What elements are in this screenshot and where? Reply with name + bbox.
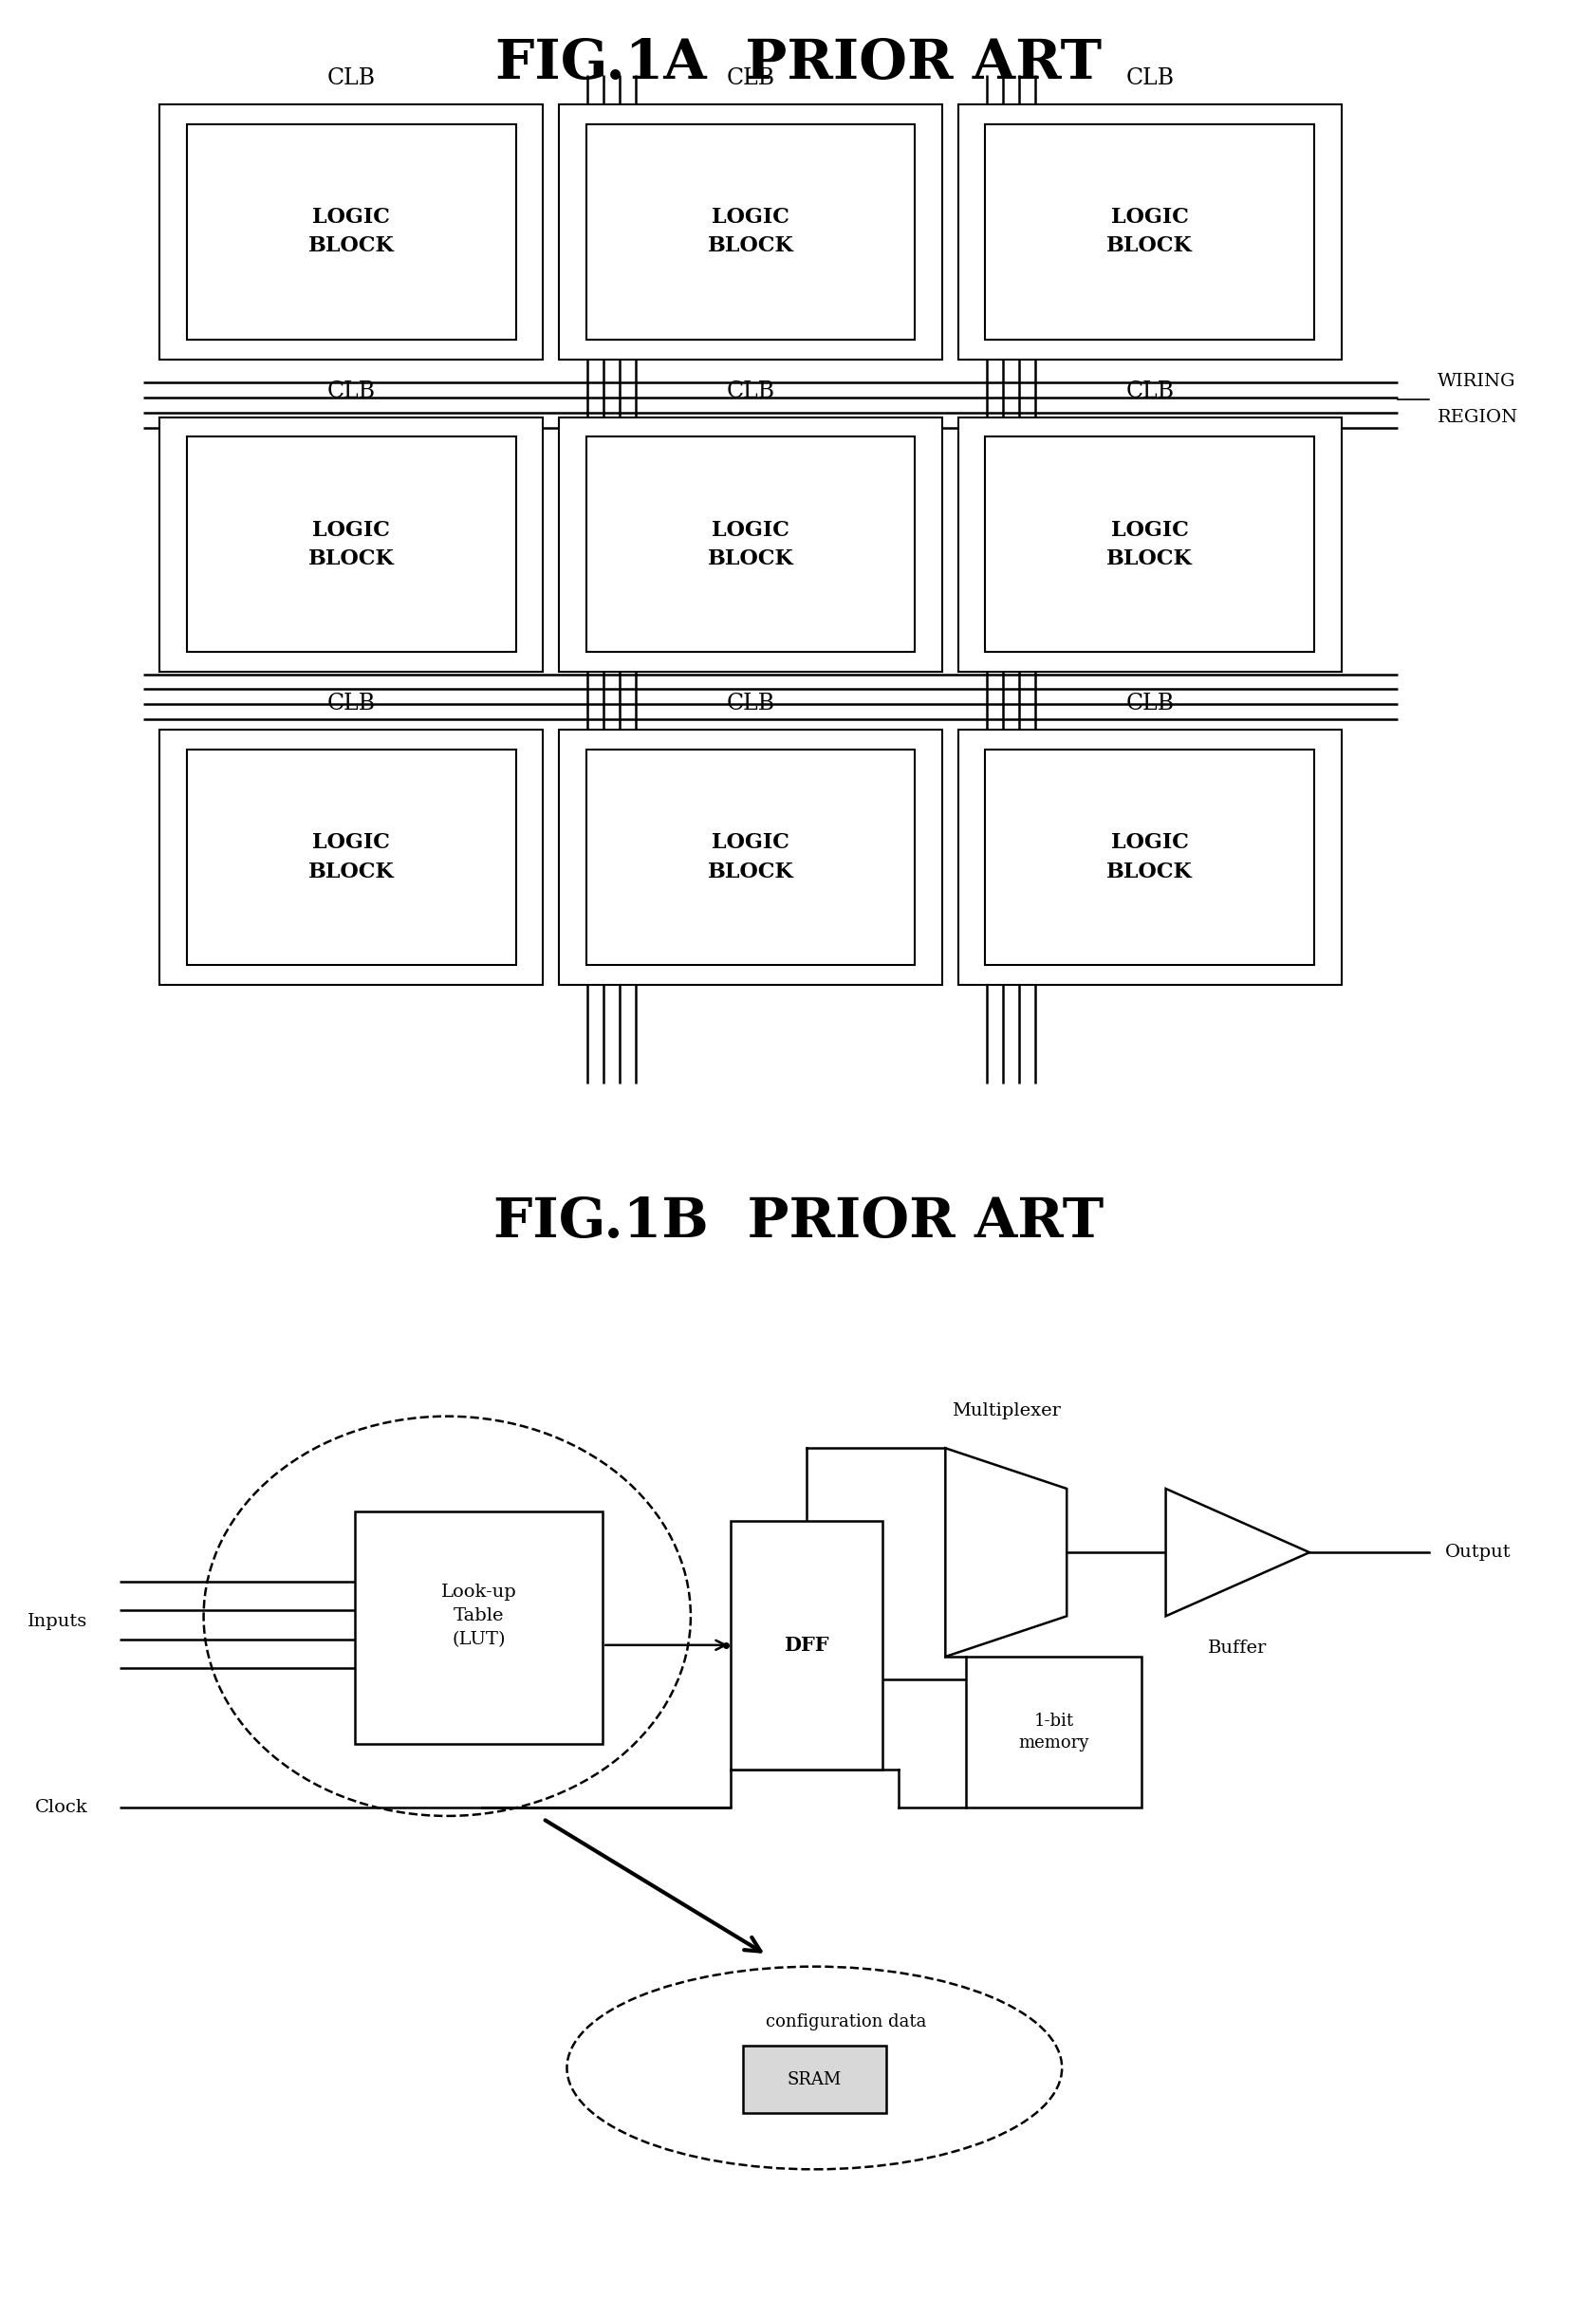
Text: CLB: CLB <box>726 693 774 714</box>
Text: CLB: CLB <box>327 380 375 401</box>
Bar <box>354 1511 602 1742</box>
Text: CLB: CLB <box>1125 693 1173 714</box>
Text: Output: Output <box>1444 1543 1510 1562</box>
Text: FIG.1A  PRIOR ART: FIG.1A PRIOR ART <box>495 37 1101 90</box>
Text: SRAM: SRAM <box>787 2071 841 2088</box>
Bar <box>160 104 543 359</box>
Text: CLB: CLB <box>726 380 774 401</box>
Text: configuration data: configuration data <box>766 2013 926 2030</box>
Text: CLB: CLB <box>1125 67 1173 88</box>
Text: REGION: REGION <box>1436 408 1518 426</box>
Bar <box>187 436 516 651</box>
Bar <box>966 1657 1141 1807</box>
Text: CLB: CLB <box>726 67 774 88</box>
Text: LOGIC
BLOCK: LOGIC BLOCK <box>308 519 394 570</box>
Text: Multiplexer: Multiplexer <box>951 1402 1060 1418</box>
Text: WIRING: WIRING <box>1436 373 1515 389</box>
Text: Look-up
Table
(LUT): Look-up Table (LUT) <box>440 1585 517 1647</box>
Bar <box>559 104 942 359</box>
Bar <box>160 730 543 985</box>
Text: CLB: CLB <box>327 67 375 88</box>
Bar <box>742 2046 886 2113</box>
Bar <box>187 748 516 964</box>
Text: LOGIC
BLOCK: LOGIC BLOCK <box>308 206 394 257</box>
Text: 1-bit
memory: 1-bit memory <box>1018 1712 1088 1752</box>
Text: Inputs: Inputs <box>27 1613 88 1631</box>
Polygon shape <box>1165 1488 1309 1617</box>
Bar <box>559 730 942 985</box>
Bar <box>586 123 915 338</box>
Text: LOGIC
BLOCK: LOGIC BLOCK <box>707 832 793 883</box>
Text: DFF: DFF <box>784 1636 828 1654</box>
Bar <box>985 436 1314 651</box>
Text: FIG.1B  PRIOR ART: FIG.1B PRIOR ART <box>493 1196 1103 1249</box>
Text: LOGIC
BLOCK: LOGIC BLOCK <box>1106 519 1192 570</box>
Bar <box>559 417 942 672</box>
Text: LOGIC
BLOCK: LOGIC BLOCK <box>707 206 793 257</box>
Bar <box>985 123 1314 338</box>
Text: CLB: CLB <box>327 693 375 714</box>
Bar <box>958 417 1341 672</box>
Bar <box>160 417 543 672</box>
Text: LOGIC
BLOCK: LOGIC BLOCK <box>308 832 394 883</box>
Bar <box>187 123 516 338</box>
Bar <box>586 748 915 964</box>
Text: Buffer: Buffer <box>1208 1640 1266 1657</box>
Text: Clock: Clock <box>35 1798 88 1817</box>
Text: LOGIC
BLOCK: LOGIC BLOCK <box>1106 206 1192 257</box>
Bar <box>586 436 915 651</box>
Text: CLB: CLB <box>1125 380 1173 401</box>
Bar <box>958 104 1341 359</box>
Text: LOGIC
BLOCK: LOGIC BLOCK <box>707 519 793 570</box>
Text: LOGIC
BLOCK: LOGIC BLOCK <box>1106 832 1192 883</box>
Bar <box>958 730 1341 985</box>
Bar <box>985 748 1314 964</box>
Bar <box>731 1520 881 1770</box>
Polygon shape <box>945 1448 1066 1657</box>
